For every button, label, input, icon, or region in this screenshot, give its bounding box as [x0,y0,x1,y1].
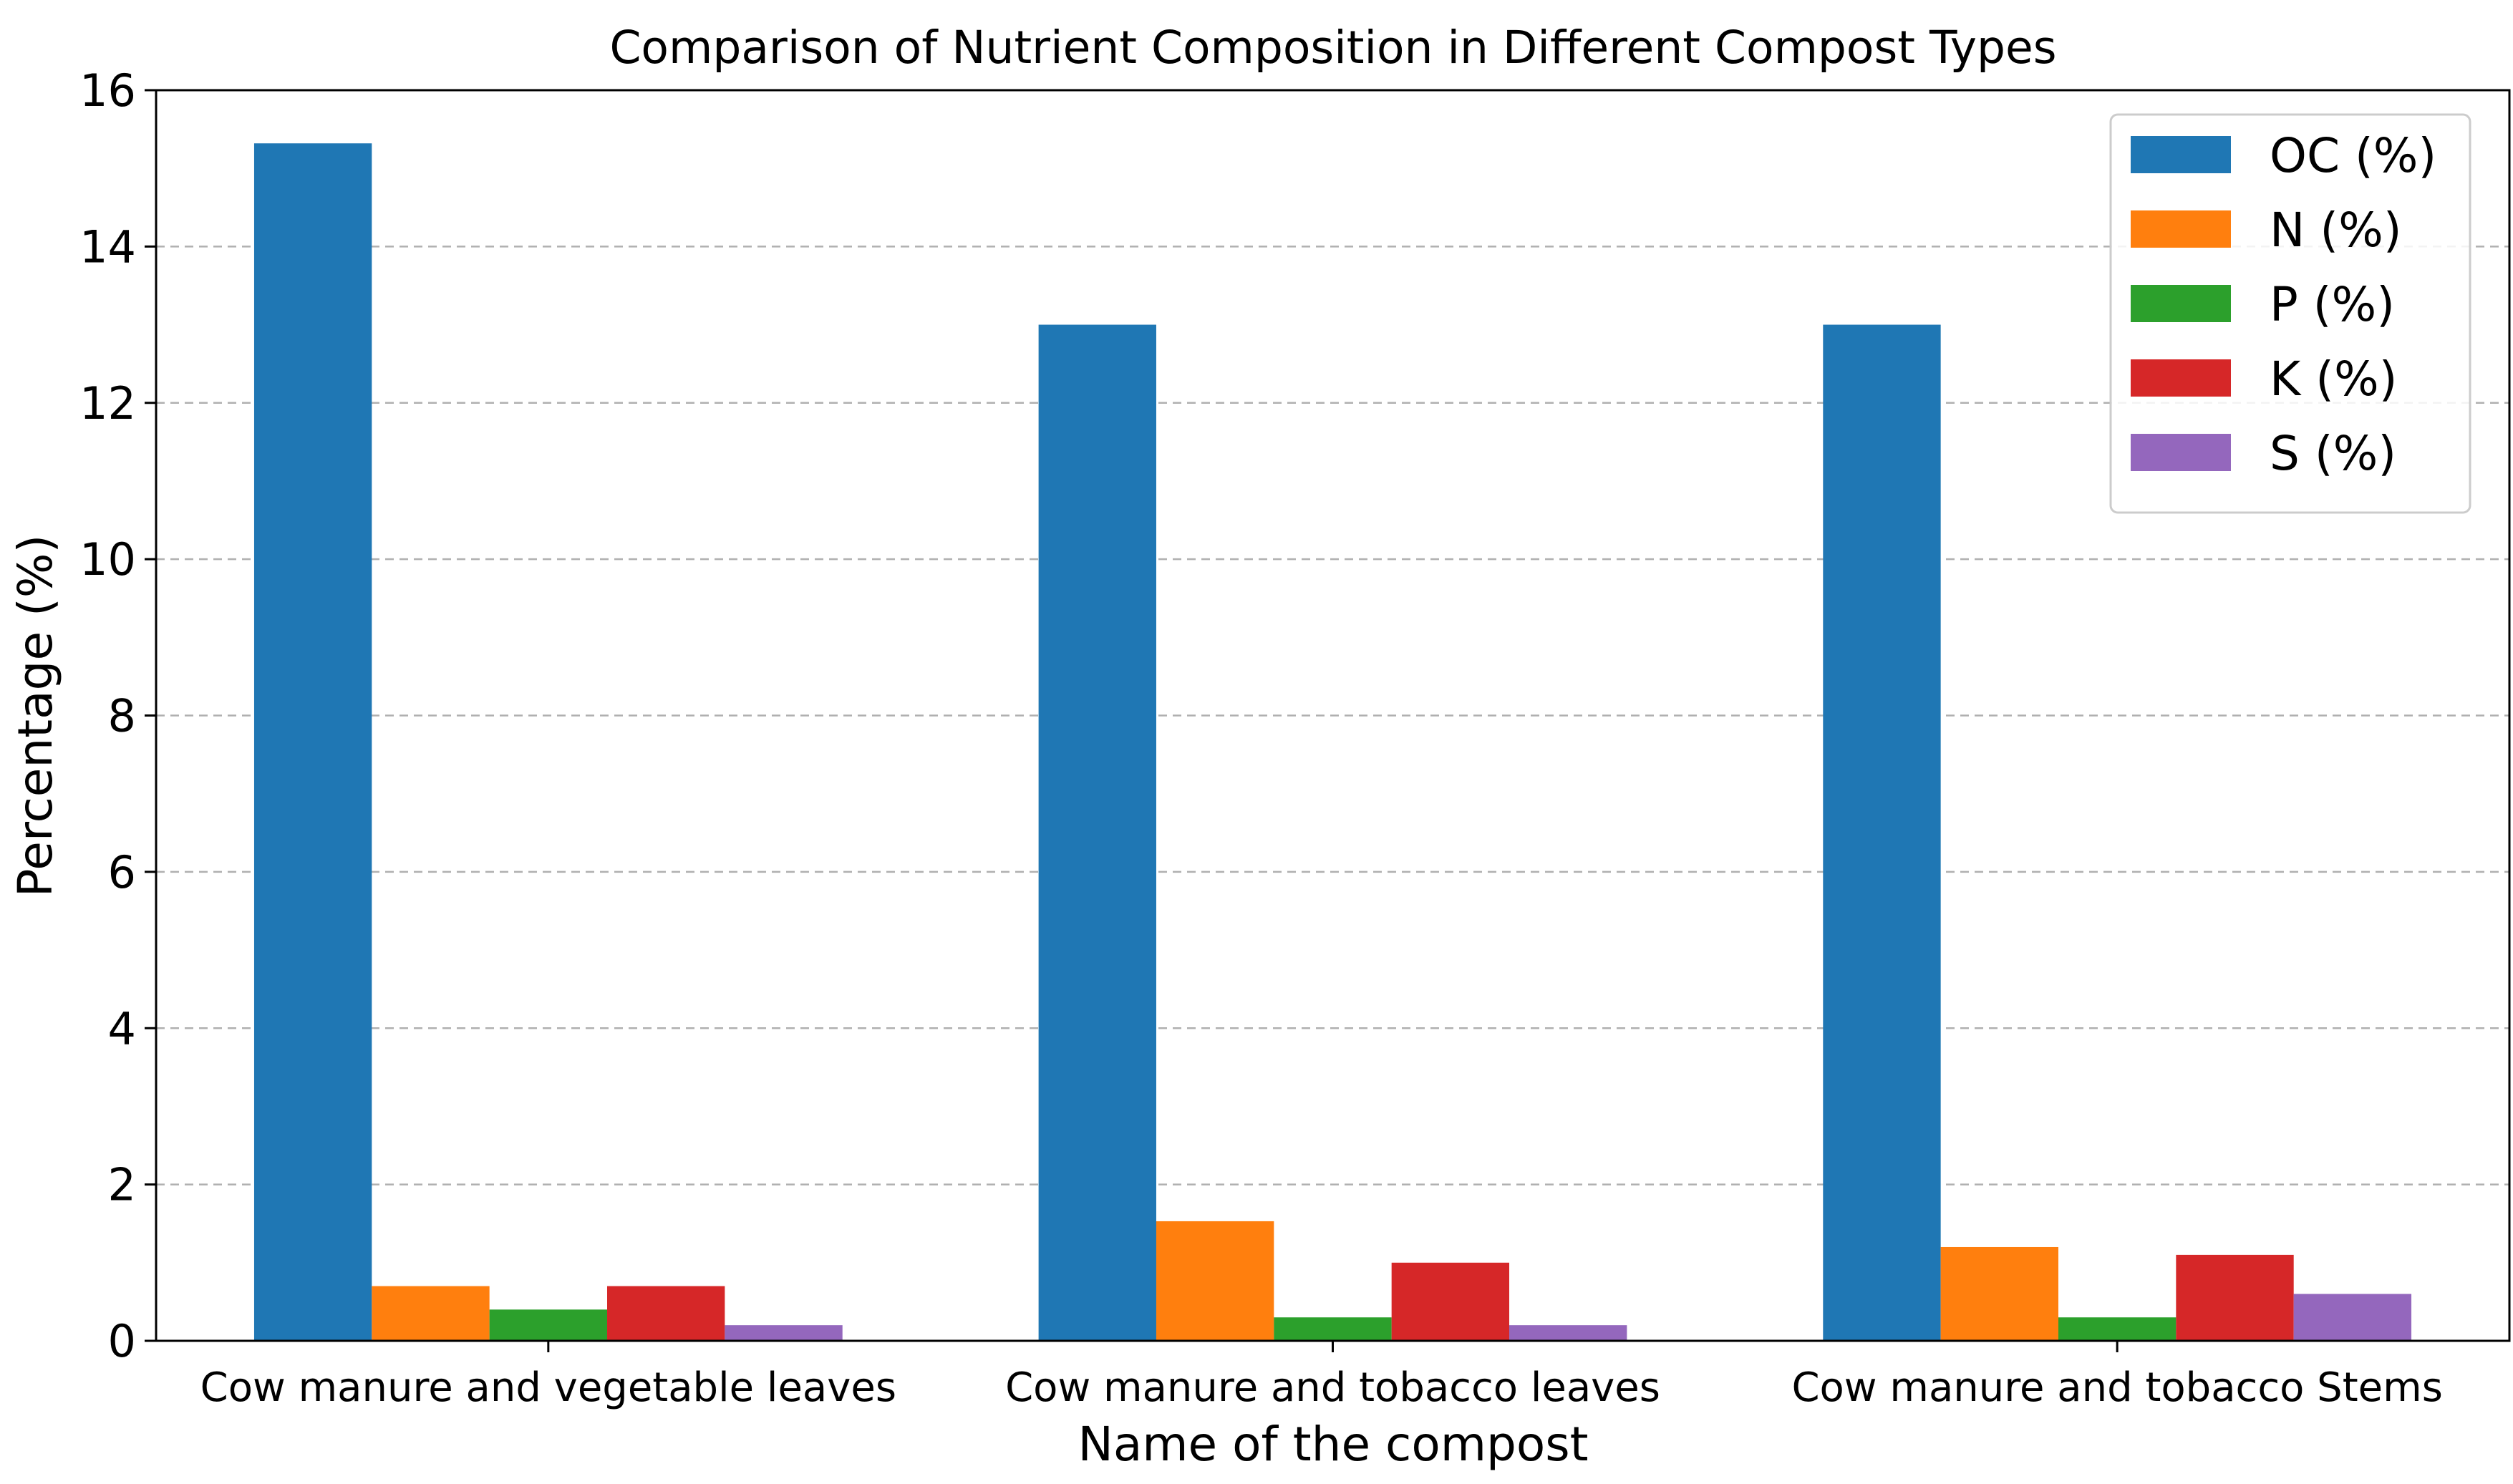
y-tick-label: 12 [79,377,136,430]
legend-swatch [2131,136,2231,173]
bar-n [372,1286,490,1341]
bar-p [489,1309,608,1341]
bar-p [1274,1317,1392,1341]
bar-oc [1823,324,1941,1341]
bar-p [2058,1317,2177,1341]
legend-swatch [2131,359,2231,397]
x-axis-label: Name of the compost [1078,1417,1588,1472]
legend: OC (%) N (%) P (%) K (%) S (%) [2109,113,2471,514]
y-tick-label: 2 [108,1159,136,1211]
bar-s [1509,1325,1627,1341]
legend-label: S (%) [2270,426,2396,481]
y-axis-ticks: 0 2 4 6 8 10 12 14 16 [79,64,156,1367]
y-tick-label: 0 [108,1315,136,1367]
y-tick-label: 4 [108,1002,136,1054]
gridlines [156,246,2509,1185]
y-axis-label: Percentage (%) [8,535,63,897]
bar-oc [1038,324,1156,1341]
y-tick-label: 8 [108,690,136,742]
bar-oc [253,143,372,1341]
bar-s [2293,1294,2412,1341]
legend-label: N (%) [2270,203,2402,258]
y-tick-label: 16 [79,64,136,117]
legend-label: K (%) [2270,351,2397,407]
x-axis-ticks: Cow manure and vegetable leaves Cow manur… [200,1341,2443,1411]
y-tick-label: 10 [79,533,136,586]
x-tick-label: Cow manure and tobacco Stems [1791,1364,2442,1411]
legend-swatch [2131,210,2231,248]
bar-k [1391,1262,1510,1341]
x-tick-label: Cow manure and vegetable leaves [200,1364,896,1411]
y-tick-label: 6 [108,846,136,898]
legend-swatch [2131,434,2231,471]
bar-n [1940,1246,2058,1341]
bar-s [725,1325,843,1341]
legend-swatch [2131,285,2231,322]
bars [253,143,2412,1341]
bar-k [2176,1254,2294,1341]
bar-n [1156,1221,1274,1341]
y-tick-label: 14 [79,220,136,273]
bar-k [607,1286,725,1341]
legend-label: P (%) [2270,277,2395,332]
x-tick-label: Cow manure and tobacco leaves [1005,1364,1660,1411]
chart-title: Comparison of Nutrient Composition in Di… [609,21,2056,74]
legend-label: OC (%) [2270,128,2436,183]
